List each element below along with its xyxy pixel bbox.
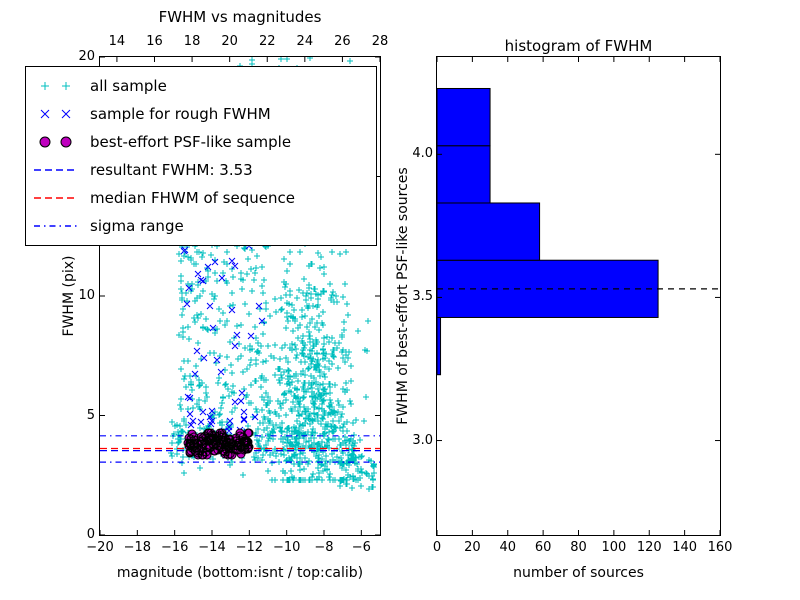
x-tick-label: 60 bbox=[534, 540, 552, 555]
histogram-bar bbox=[437, 202, 541, 261]
legend-item: best-effort PSF-like sample bbox=[32, 128, 370, 156]
legend-box: all sample sample for rough FWHM best-effo… bbox=[25, 66, 377, 246]
legend-circle-icon bbox=[39, 136, 72, 148]
x-tick-label: 40 bbox=[499, 540, 517, 555]
y-tick-label: 10 bbox=[78, 288, 95, 303]
legend-item: resultant FWHM: 3.53 bbox=[32, 156, 370, 184]
legend-marker bbox=[39, 136, 51, 148]
legend-item-label: median FHWM of sequence bbox=[90, 189, 295, 207]
legend-item: all sample bbox=[32, 72, 370, 100]
histogram-bar bbox=[437, 316, 442, 376]
x-tick-label: −20 bbox=[86, 540, 114, 555]
y-tick-label: 5 bbox=[86, 407, 95, 423]
legend-item-label: best-effort PSF-like sample bbox=[90, 133, 292, 151]
histogram-xaxis-label: number of sources bbox=[513, 565, 644, 581]
legend-x-icon bbox=[40, 109, 71, 119]
top-tick-label: 16 bbox=[146, 34, 163, 49]
histogram-bar bbox=[437, 87, 491, 147]
series-best-effort-PSF-like-sample bbox=[183, 428, 254, 460]
legend-item-label: sigma range bbox=[90, 217, 184, 235]
legend-item: median FHWM of sequence bbox=[32, 184, 370, 212]
x-tick-label: 160 bbox=[707, 540, 733, 555]
x-tick-label: −16 bbox=[160, 540, 189, 555]
legend-marker bbox=[41, 82, 49, 90]
y-tick-label: 3.0 bbox=[412, 432, 433, 448]
legend-marker bbox=[60, 136, 72, 148]
histogram-title: histogram of FWHM bbox=[504, 37, 653, 55]
y-tick-label: 3.5 bbox=[412, 289, 433, 305]
legend-marker bbox=[40, 109, 50, 119]
legend-marker bbox=[61, 109, 71, 119]
x-tick-label: 100 bbox=[601, 540, 627, 555]
x-tick-label: −14 bbox=[198, 540, 226, 555]
histogram-bar bbox=[437, 145, 491, 204]
legend-item-label: resultant FWHM: 3.53 bbox=[90, 161, 253, 179]
top-tick-label: 14 bbox=[108, 34, 126, 49]
x-tick-label: 140 bbox=[672, 540, 698, 555]
scatter-axes bbox=[99, 56, 381, 536]
legend-dashed-icon bbox=[34, 197, 78, 199]
x-tick-label: −8 bbox=[314, 540, 334, 555]
top-tick-label: 24 bbox=[296, 34, 314, 49]
legend-plus-icon bbox=[41, 82, 70, 90]
scatter-xaxis-label: magnitude (bottom:isnt / top:calib) bbox=[116, 565, 364, 581]
x-tick-label: 80 bbox=[570, 540, 587, 555]
x-tick-label: −10 bbox=[272, 540, 301, 555]
legend-dashed-icon bbox=[34, 169, 78, 171]
legend-item: sample for rough FWHM bbox=[32, 100, 370, 128]
x-tick-label: 20 bbox=[464, 540, 481, 555]
top-tick-label: 26 bbox=[334, 34, 351, 49]
legend-marker bbox=[62, 82, 70, 90]
top-tick-label: 28 bbox=[371, 34, 389, 49]
top-tick-label: 22 bbox=[258, 34, 276, 49]
legend-item-label: all sample bbox=[90, 77, 167, 95]
histogram-axes bbox=[436, 56, 721, 536]
y-tick-label: 4.0 bbox=[412, 146, 433, 162]
scatter-plot-canvas bbox=[100, 57, 380, 535]
top-tick-label: 18 bbox=[183, 34, 201, 49]
x-tick-label: −18 bbox=[123, 540, 152, 555]
legend-dashdot-icon bbox=[34, 225, 78, 227]
x-tick-label: −12 bbox=[235, 540, 264, 555]
y-tick-label: 0 bbox=[86, 527, 95, 542]
y-tick-label: 20 bbox=[78, 49, 95, 64]
top-tick-label: 20 bbox=[221, 34, 238, 49]
x-tick-label: −6 bbox=[351, 540, 371, 555]
histogram-canvas bbox=[437, 57, 720, 535]
legend-item-label: sample for rough FWHM bbox=[90, 105, 271, 123]
legend-item: sigma range bbox=[32, 212, 370, 240]
x-tick-label: 120 bbox=[636, 540, 662, 555]
scatter-plot-title: FWHM vs magnitudes bbox=[158, 8, 322, 26]
x-tick-label: 0 bbox=[432, 540, 442, 555]
